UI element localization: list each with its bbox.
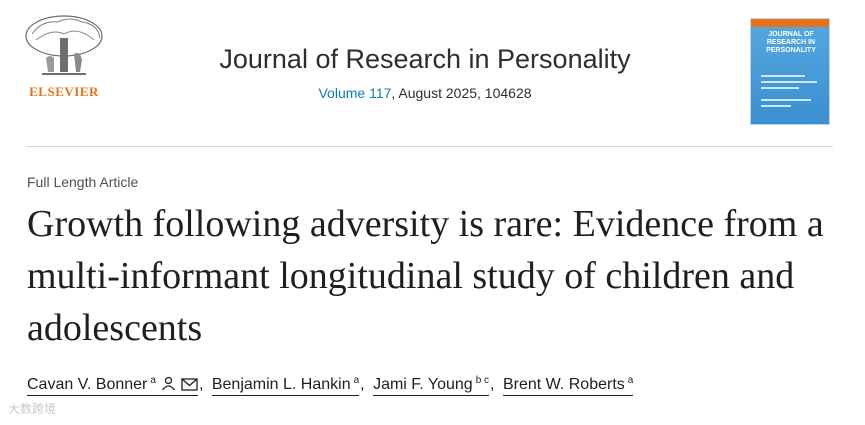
author-separator: ,	[198, 376, 204, 394]
author-name: Brent W. Roberts	[502, 376, 625, 394]
author-affiliation: b c	[475, 375, 490, 386]
cover-line	[761, 75, 805, 77]
author-link[interactable]: Jami F. Young b c	[373, 375, 490, 397]
article-title: Growth following adversity is rare: Evid…	[27, 203, 824, 349]
person-icon[interactable]	[161, 376, 176, 396]
issue-details: , August 2025, 104628	[391, 85, 532, 101]
author-list: Cavan V. Bonner a, Benjamin L. Hankin a, J…	[27, 375, 634, 397]
envelope-icon[interactable]	[181, 378, 198, 396]
journal-cover-image[interactable]: JOURNAL OF RESEARCH IN PERSONALITY	[750, 18, 830, 125]
author-link[interactable]: Brent W. Roberts a	[502, 375, 634, 397]
cover-line	[761, 105, 791, 107]
journal-title[interactable]: Journal of Research in Personality	[219, 44, 631, 74]
watermark: 大数跨境	[8, 402, 57, 416]
cover-line	[761, 99, 811, 101]
header-divider	[26, 146, 833, 147]
issue-info: Volume 117, August 2025, 104628	[180, 85, 670, 101]
cover-line	[761, 87, 799, 89]
author-separator: ,	[360, 376, 365, 394]
cover-title: JOURNAL OF RESEARCH IN PERSONALITY	[766, 31, 816, 54]
elsevier-tree-icon	[25, 15, 103, 75]
author-link[interactable]: Cavan V. Bonner a	[27, 375, 198, 397]
author-separator: ,	[490, 376, 495, 394]
author-affiliation: a	[627, 375, 634, 386]
volume-link[interactable]: Volume 117	[318, 85, 392, 101]
publisher-name: ELSEVIER	[29, 84, 99, 99]
author-affiliation: a	[150, 375, 156, 386]
article-type: Full Length Article	[27, 174, 139, 190]
author-name: Benjamin L. Hankin	[211, 376, 351, 394]
elsevier-logo[interactable]: ELSEVIER	[22, 14, 106, 102]
author-link[interactable]: Benjamin L. Hankin a	[211, 375, 360, 397]
cover-line	[761, 81, 817, 83]
cover-band	[751, 19, 829, 27]
author-affiliation: a	[353, 375, 360, 386]
author-name: Jami F. Young	[373, 376, 473, 394]
author-name: Cavan V. Bonner	[27, 376, 148, 394]
